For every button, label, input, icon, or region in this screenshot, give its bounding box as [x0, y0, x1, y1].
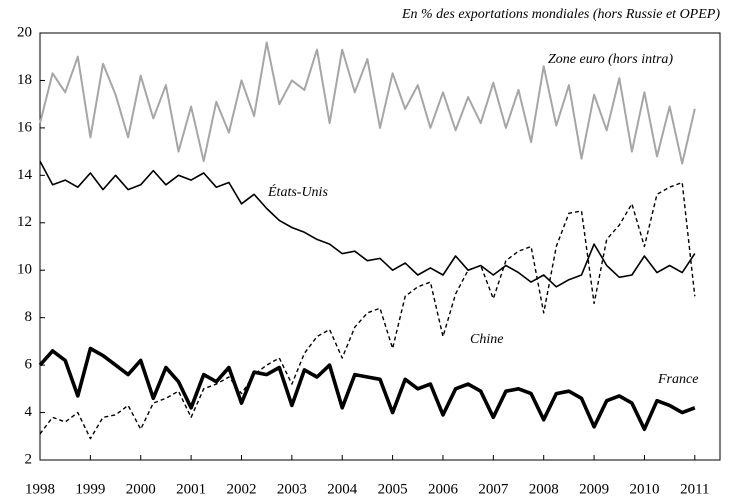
series-label: Chine	[470, 332, 503, 347]
y-tick-label: 6	[25, 357, 33, 373]
plot-frame	[39, 32, 721, 461]
x-tick-label: 2002	[226, 481, 256, 497]
series-line	[39, 181, 696, 440]
x-tick-label: 2000	[126, 481, 156, 497]
x-tick-label: 2001	[176, 481, 206, 497]
x-tick-label: 2007	[478, 481, 509, 497]
x-tick-label: 2003	[277, 481, 307, 497]
series-line	[38, 346, 696, 431]
x-tick-label: 2004	[327, 481, 358, 497]
y-tick-label: 8	[25, 309, 33, 325]
x-tick-label: 1999	[75, 481, 105, 497]
chart-title: En % des exportations mondiales (hors Ru…	[401, 7, 720, 22]
x-tick-label: 2010	[629, 481, 659, 497]
series-label: Zone euro (hors intra)	[548, 52, 673, 67]
series-line	[39, 160, 696, 288]
y-tick-label: 20	[17, 24, 32, 40]
y-tick-label: 16	[17, 119, 33, 135]
x-tick-label: 2009	[579, 481, 609, 497]
y-tick-label: 12	[17, 214, 32, 230]
y-tick-label: 4	[25, 404, 33, 420]
x-tick-label: 1998	[25, 481, 55, 497]
x-tick-label: 2011	[680, 481, 709, 497]
y-tick-label: 14	[17, 167, 33, 183]
series-label: France	[657, 372, 698, 387]
y-tick-label: 10	[17, 262, 32, 278]
series-label: États-Unis	[267, 183, 328, 200]
y-tick-label: 2	[25, 451, 33, 467]
x-tick-label: 2008	[529, 481, 559, 497]
x-tick-label: 2005	[378, 481, 408, 497]
series-line	[39, 41, 696, 165]
y-tick-label: 18	[17, 72, 32, 88]
x-tick-label: 2006	[428, 481, 459, 497]
